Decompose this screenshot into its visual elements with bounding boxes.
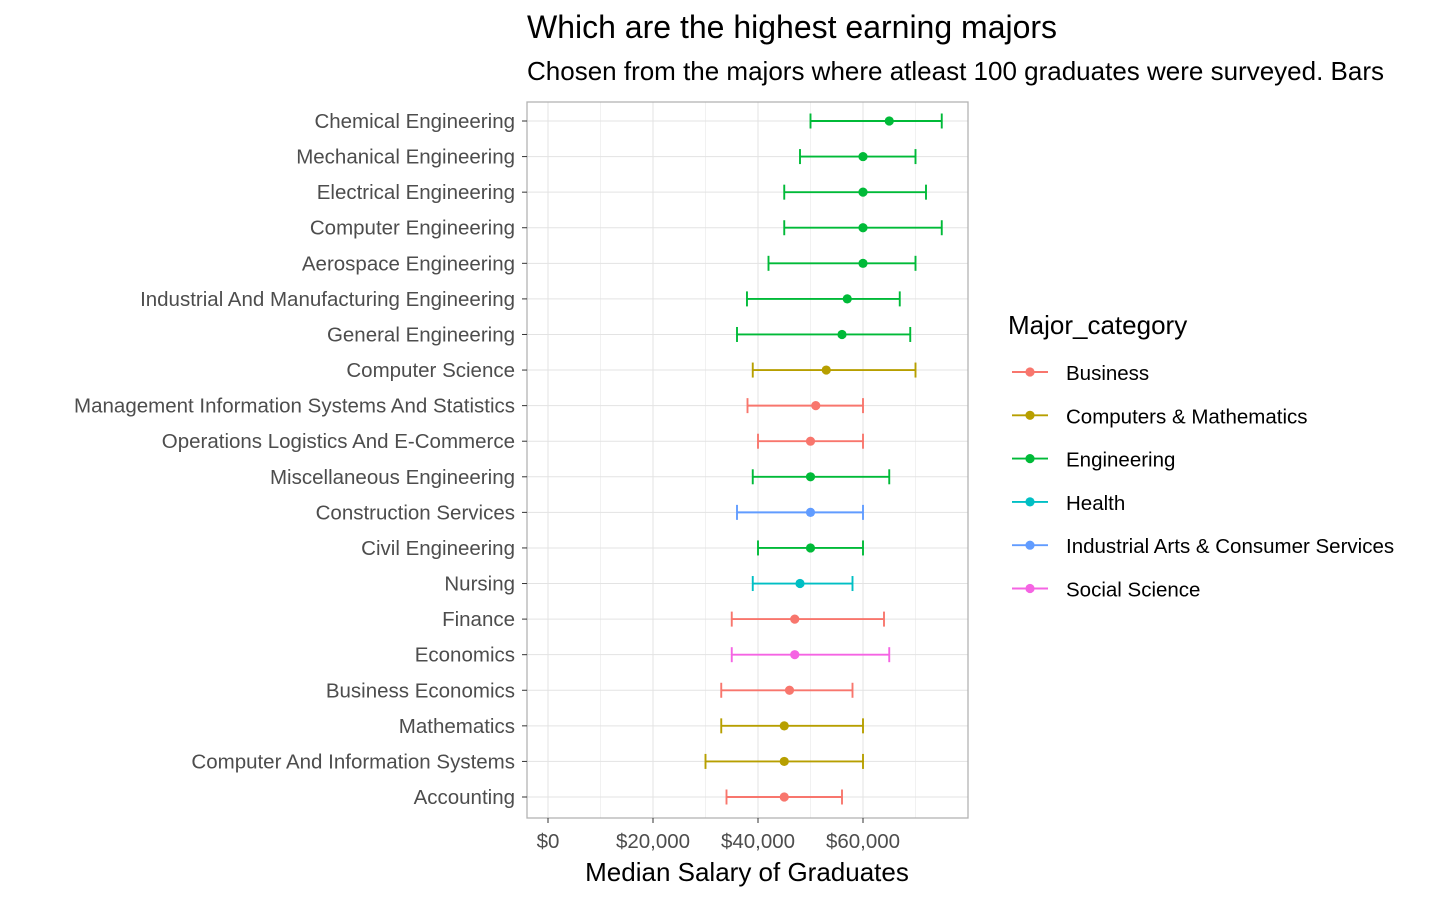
y-tick-label: Aerospace Engineering <box>302 252 515 275</box>
median-point <box>790 614 800 624</box>
legend-key-point <box>1025 583 1035 594</box>
y-tick-label: Economics <box>415 644 515 667</box>
median-point <box>858 258 868 268</box>
median-point <box>811 401 821 411</box>
chart-subtitle: Chosen from the majors where atleast 100… <box>527 56 1384 86</box>
errorbar-row <box>767 255 917 271</box>
legend-key-point <box>1025 410 1035 420</box>
errorbar-row <box>720 718 864 734</box>
data-marks <box>704 113 943 805</box>
x-axis: $0 $20,000 $40,000 $60,000 <box>537 818 900 853</box>
y-tick-label: Industrial And Manufacturing Engineering <box>140 288 515 311</box>
y-tick-label: Computer Science <box>346 359 515 382</box>
y-tick-label: Operations Logistics And E-Commerce <box>162 430 515 453</box>
errorbar-row <box>783 220 943 236</box>
y-tick-label: Mathematics <box>399 715 515 738</box>
median-point <box>858 223 868 233</box>
legend-item-label: Engineering <box>1066 449 1175 472</box>
grid-minor <box>600 102 916 818</box>
legend-key-point <box>1025 367 1035 377</box>
legend-item: Health <box>1012 492 1125 515</box>
legend-item-label: Health <box>1066 492 1125 515</box>
errorbar-row <box>736 504 864 520</box>
median-point <box>805 472 816 482</box>
median-point <box>858 187 868 197</box>
errorbar-row <box>799 149 917 165</box>
y-tick-label: Nursing <box>444 573 515 596</box>
errorbar-row <box>730 611 885 627</box>
errorbar-row <box>783 184 927 200</box>
errorbar-row <box>736 326 912 342</box>
median-point <box>790 650 800 660</box>
legend-key-point <box>1025 454 1035 464</box>
median-point <box>795 578 805 589</box>
median-point <box>779 756 789 767</box>
plot-area <box>526 101 969 819</box>
chart-title: Which are the highest earning majors <box>527 9 1057 45</box>
legend-item: Social Science <box>1012 579 1200 602</box>
y-tick-label: Chemical Engineering <box>314 110 515 133</box>
median-point <box>884 116 894 126</box>
y-tick-label: Mechanical Engineering <box>296 146 515 169</box>
y-tick-label: Accounting <box>414 786 515 809</box>
legend-item: Computers & Mathematics <box>1012 405 1308 428</box>
legend-item: Business <box>1012 362 1149 385</box>
errorbar-row <box>746 398 864 414</box>
errorbar-row <box>757 433 864 449</box>
x-tick-label: $20,000 <box>616 830 690 853</box>
plot-border <box>526 101 969 819</box>
legend-item: Engineering <box>1012 449 1175 472</box>
x-tick-label: $0 <box>537 830 560 853</box>
y-tick-label: Management Information Systems And Stati… <box>74 395 515 418</box>
y-tick-label: Civil Engineering <box>361 537 515 560</box>
errorbar-row <box>809 113 943 129</box>
y-tick-label: Business Economics <box>326 679 515 702</box>
median-point <box>805 436 816 446</box>
plot-background <box>527 102 968 818</box>
legend-key-point <box>1025 540 1035 550</box>
legend-item-label: Industrial Arts & Consumer Services <box>1066 535 1394 558</box>
errorbar-row <box>751 469 891 485</box>
legend: Major_category Business Computers & Mathe… <box>1008 310 1394 602</box>
y-tick-label: Miscellaneous Engineering <box>270 466 515 489</box>
errorbar-row <box>725 789 843 805</box>
x-tick-label: $40,000 <box>721 830 795 853</box>
median-point <box>805 507 816 517</box>
errorbar-row <box>746 291 901 307</box>
legend-key-point <box>1025 497 1035 507</box>
y-axis: Chemical Engineering Mechanical Engineeri… <box>74 110 527 809</box>
errorbar-row <box>730 647 891 663</box>
errorbar-row <box>751 576 854 592</box>
y-tick-label: Computer And Information Systems <box>191 750 515 773</box>
y-tick-label: Construction Services <box>316 501 515 524</box>
median-point <box>779 792 789 802</box>
legend-item-label: Computers & Mathematics <box>1066 405 1308 428</box>
errorbar-row <box>704 753 864 769</box>
errorbar-row <box>720 682 854 698</box>
legend-item: Industrial Arts & Consumer Services <box>1012 535 1394 558</box>
legend-title: Major_category <box>1008 310 1187 340</box>
errorbar-row <box>757 540 864 556</box>
median-point <box>837 329 847 340</box>
x-tick-label: $60,000 <box>826 830 900 853</box>
median-point <box>784 685 795 695</box>
median-point <box>858 151 868 162</box>
legend-item-label: Social Science <box>1066 579 1200 602</box>
median-point <box>842 294 852 304</box>
y-tick-label: Finance <box>442 608 515 631</box>
errorbar-row <box>751 362 917 378</box>
y-tick-label: Electrical Engineering <box>317 181 515 204</box>
legend-items: Business Computers & Mathematics Engineeri… <box>1012 362 1394 602</box>
median-point <box>821 365 831 375</box>
legend-item-label: Business <box>1066 362 1149 385</box>
x-axis-label: Median Salary of Graduates <box>585 857 909 887</box>
y-tick-label: Computer Engineering <box>310 217 515 240</box>
y-tick-label: General Engineering <box>327 323 515 346</box>
median-point <box>779 721 789 731</box>
median-point <box>805 543 816 553</box>
